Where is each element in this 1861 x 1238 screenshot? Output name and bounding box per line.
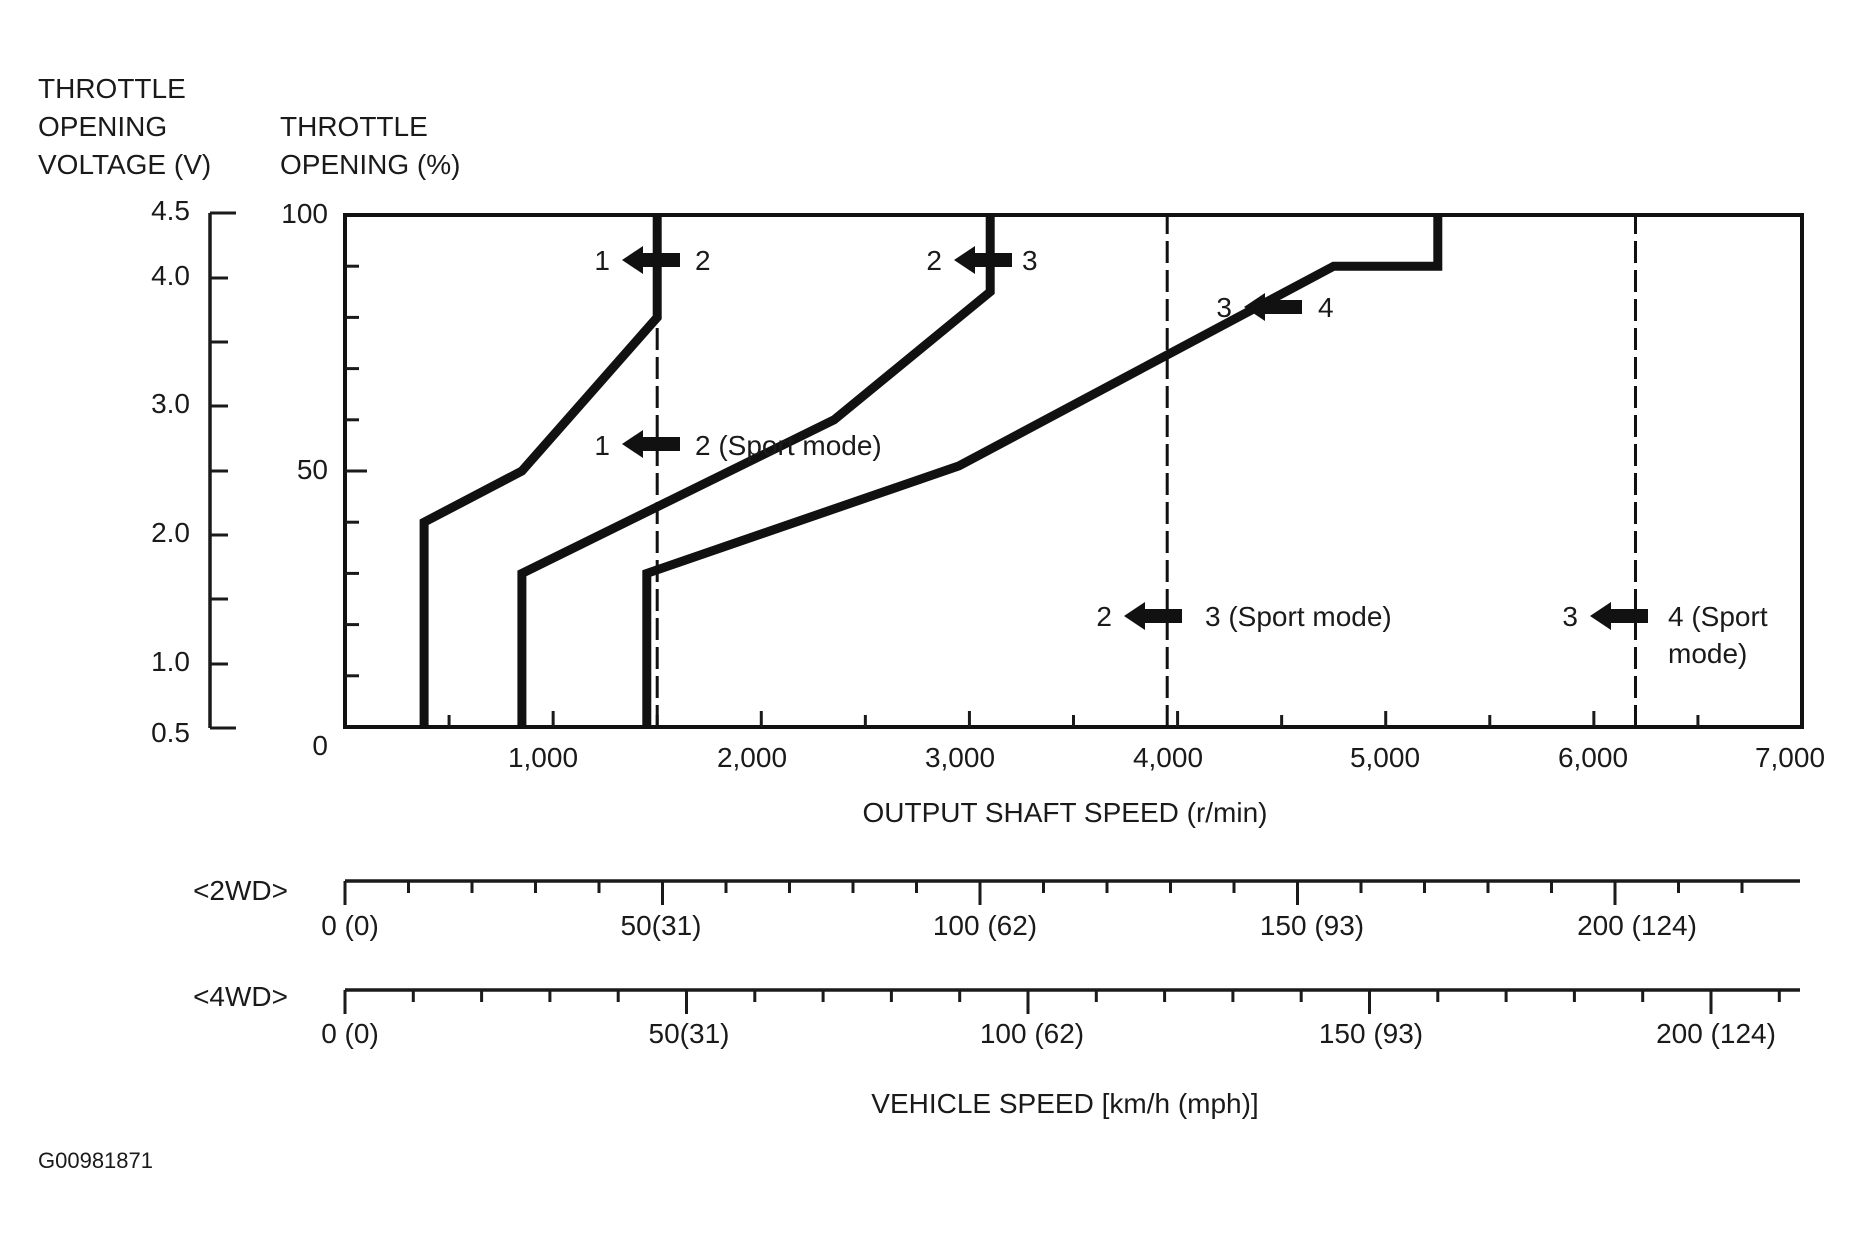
voltage-tick-label: 3.0 — [151, 388, 190, 419]
annotation-from: 1 — [594, 245, 610, 276]
voltage-title-line: VOLTAGE (V) — [38, 149, 211, 180]
left-arrow-icon — [622, 246, 680, 274]
left-arrow-icon — [1244, 293, 1302, 321]
voltage-title-line: OPENING — [38, 111, 167, 142]
left-arrow-icon — [1124, 602, 1182, 630]
left-arrow-icon — [622, 430, 680, 458]
annotation-1-2-sport: 1 2 (Sport mode) — [594, 430, 882, 461]
annotation-from: 1 — [594, 430, 610, 461]
annotation-from: 3 — [1562, 601, 1578, 632]
opening-title-line: OPENING (%) — [280, 149, 460, 180]
shift-annotations: 1 2 2 3 3 4 1 2 (Sport mode) 2 3 (Sport … — [594, 245, 1767, 669]
annotation-to: 4 (Sport — [1668, 601, 1768, 632]
voltage-tick-label: 4.5 — [151, 195, 190, 226]
speed-tick-label: 200 (124) — [1577, 910, 1697, 941]
voltage-axis: 4.5 4.0 3.0 2.0 1.0 0.5 — [151, 195, 236, 748]
drive-type-label: <2WD> — [193, 875, 288, 906]
annotation-to: 3 — [1022, 245, 1038, 276]
x-tick-label: 1,000 — [508, 742, 578, 773]
x-tick-label: 3,000 — [925, 742, 995, 773]
speed-tick-label: 200 (124) — [1656, 1018, 1776, 1049]
annotation-2-3: 2 3 — [926, 245, 1037, 276]
annotation-3-4: 3 4 — [1216, 292, 1333, 323]
x-tick-label: 4,000 — [1133, 742, 1203, 773]
x-tick-label: 6,000 — [1558, 742, 1628, 773]
series-line-2-3 — [517, 215, 995, 727]
voltage-tick-label: 2.0 — [151, 517, 190, 548]
vehicle-speed-title: VEHICLE SPEED [km/h (mph)] — [871, 1088, 1258, 1119]
x-axis-title: OUTPUT SHAFT SPEED (r/min) — [862, 797, 1267, 828]
opening-tick-label: 50 — [297, 454, 328, 485]
annotation-to: 3 (Sport mode) — [1205, 601, 1392, 632]
left-arrow-icon — [954, 246, 1012, 274]
opening-tick-label: 100 — [281, 198, 328, 229]
drive-type-label: <4WD> — [193, 981, 288, 1012]
annotation-3-4-sport: 3 4 (Sport mode) — [1562, 601, 1767, 669]
plot-frame — [343, 213, 1804, 729]
voltage-title-line: THROTTLE — [38, 73, 186, 104]
series-line-3-4 — [642, 215, 1443, 727]
annotation-from: 2 — [1096, 601, 1112, 632]
left-arrow-icon — [1590, 602, 1648, 630]
speed-tick-label: 100 (62) — [933, 910, 1037, 941]
annotation-1-2: 1 2 — [594, 245, 710, 276]
x-tick-label: 5,000 — [1350, 742, 1420, 773]
series-line-1-2 — [419, 215, 662, 727]
annotation-to: 2 (Sport mode) — [695, 430, 882, 461]
voltage-tick-label: 0.5 — [151, 717, 190, 748]
speed-scale-4wd: <4WD> 0 (0) 50(31) 100 (62) 150 (93) 200… — [193, 981, 1800, 1049]
speed-tick-label: 50(31) — [621, 910, 702, 941]
speed-tick-label: 0 (0) — [321, 910, 379, 941]
x-tick-label: 2,000 — [717, 742, 787, 773]
voltage-tick-label: 1.0 — [151, 646, 190, 677]
voltage-tick-label: 4.0 — [151, 260, 190, 291]
series-layer — [419, 215, 1637, 727]
x-tick-label: 7,000 — [1755, 742, 1825, 773]
voltage-axis-title: THROTTLE OPENING VOLTAGE (V) — [38, 73, 211, 180]
opening-axis-title: THROTTLE OPENING (%) — [280, 111, 460, 180]
annotation-2-3-sport: 2 3 (Sport mode) — [1096, 601, 1391, 632]
annotation-from: 2 — [926, 245, 942, 276]
opening-title-line: THROTTLE — [280, 111, 428, 142]
x-tick-labels: 1,000 2,000 3,000 4,000 5,000 6,000 7,00… — [508, 742, 1825, 773]
speed-scale-2wd: <2WD> 0 (0) 50(31) 100 (62) 150 (93) 200… — [193, 875, 1800, 941]
x-ticks — [447, 711, 1700, 727]
speed-tick-label: 100 (62) — [980, 1018, 1084, 1049]
speed-ticks — [343, 990, 1781, 1014]
opening-tick-label: 0 — [312, 730, 328, 761]
speed-tick-label: 0 (0) — [321, 1018, 379, 1049]
annotation-to: 2 — [695, 245, 711, 276]
figure-id: G00981871 — [38, 1148, 153, 1173]
plot-area: 100 50 0 1,000 2,000 3,000 4,000 5,000 6… — [281, 198, 1825, 828]
opening-ticks — [345, 264, 367, 678]
speed-tick-label: 50(31) — [649, 1018, 730, 1049]
annotation-from: 3 — [1216, 292, 1232, 323]
speed-ticks — [343, 881, 1744, 905]
annotation-to-cont: mode) — [1668, 638, 1747, 669]
annotation-to: 4 — [1318, 292, 1334, 323]
speed-tick-label: 150 (93) — [1319, 1018, 1423, 1049]
speed-tick-label: 150 (93) — [1260, 910, 1364, 941]
